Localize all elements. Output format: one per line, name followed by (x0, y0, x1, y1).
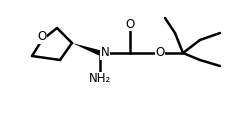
Text: N: N (101, 46, 110, 60)
Text: O: O (125, 18, 135, 30)
Text: O: O (37, 30, 47, 44)
Text: NH₂: NH₂ (89, 72, 111, 86)
Polygon shape (72, 43, 101, 56)
Text: O: O (155, 45, 165, 58)
